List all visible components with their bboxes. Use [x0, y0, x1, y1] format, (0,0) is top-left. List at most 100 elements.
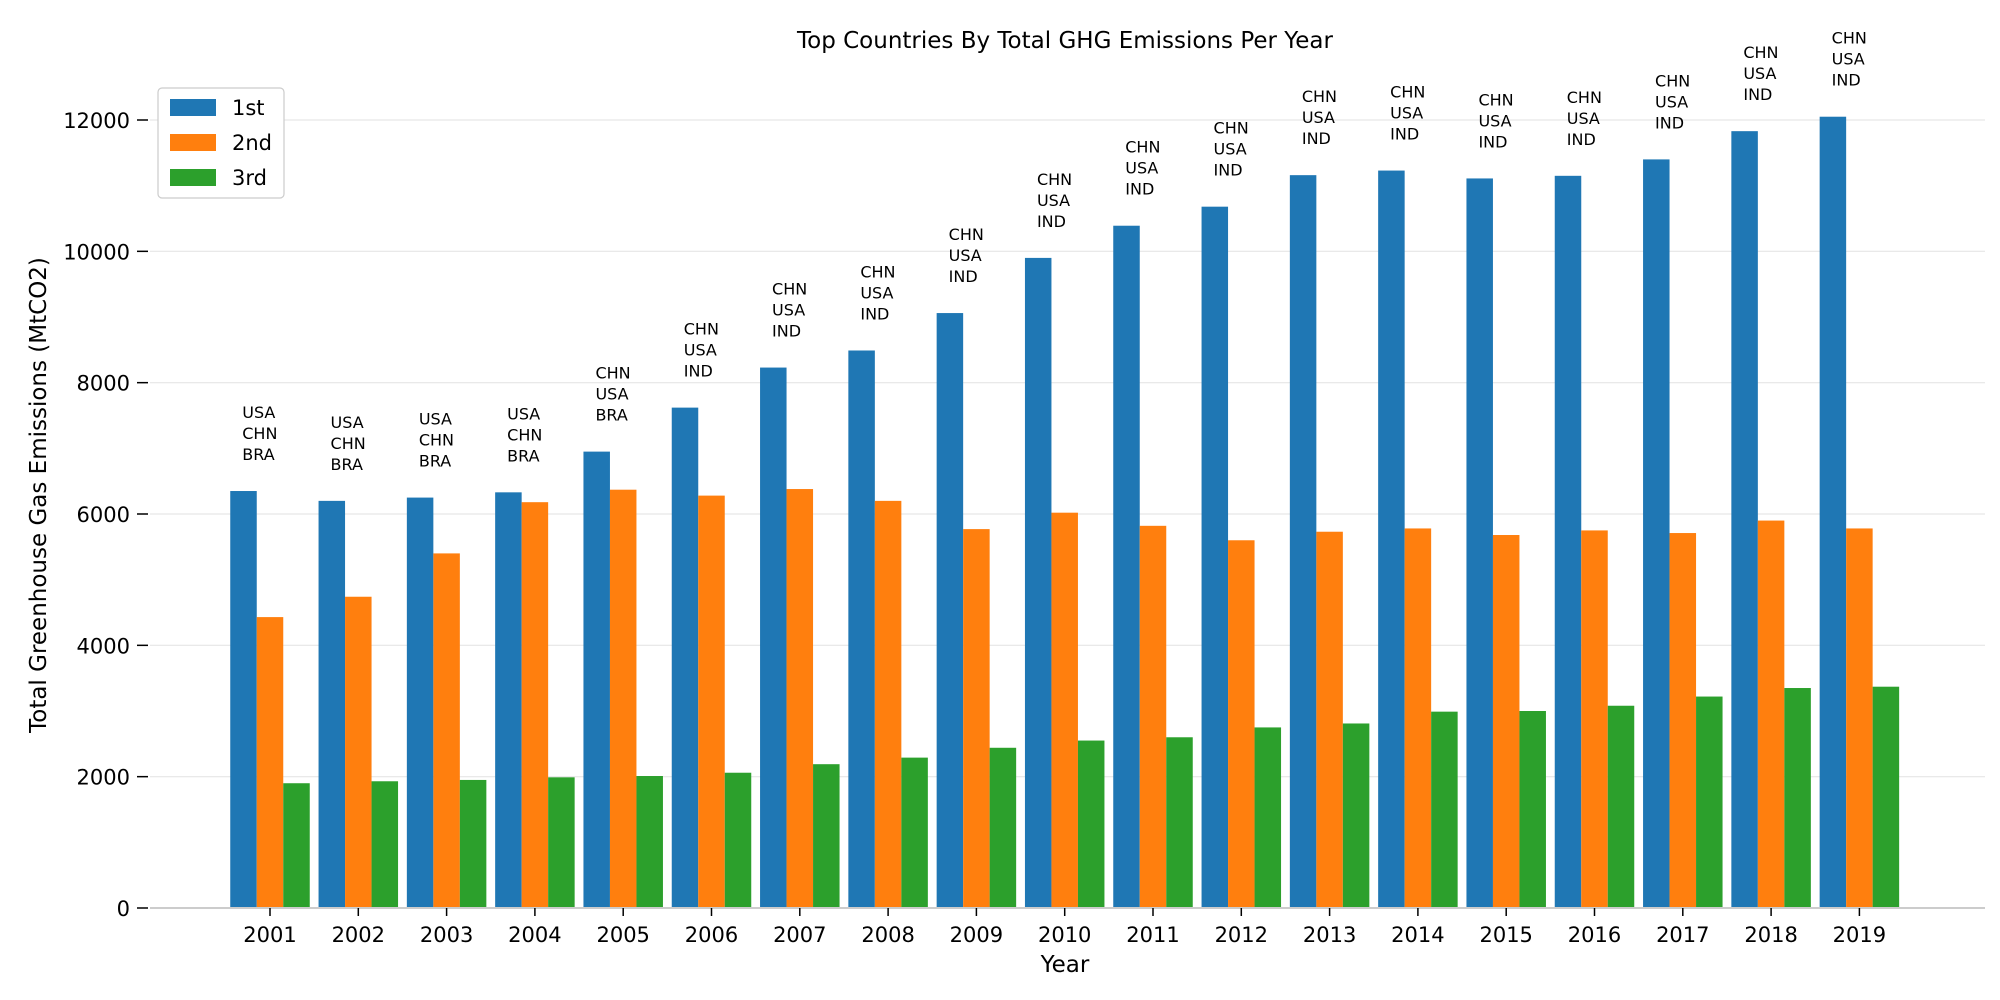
bar-2nd-2005 [609, 489, 637, 908]
bar-3rd-2019 [1872, 686, 1900, 908]
bar-3rd-2006 [724, 772, 752, 908]
bar-3rd-2016 [1607, 705, 1635, 908]
bar-3rd-2004 [548, 777, 575, 908]
bar-1st-2003 [406, 497, 434, 908]
bars [230, 116, 1900, 909]
annotation-2008-USA: USA [860, 283, 893, 302]
y-tick-label: 12000 [63, 109, 130, 133]
annotation-2016-CHN: CHN [1567, 88, 1602, 107]
annotation-2004-BRA: BRA [507, 446, 539, 465]
annotation-2017-USA: USA [1655, 92, 1688, 111]
annotation-2019-CHN: CHN [1832, 29, 1867, 48]
annotation-2012-IND: IND [1214, 161, 1243, 180]
annotation-2008-CHN: CHN [860, 262, 895, 281]
legend-label-1st: 1st [232, 96, 265, 120]
bar-3rd-2018 [1784, 688, 1811, 908]
x-tick-label: 2009 [950, 923, 1003, 947]
annotation-2010-CHN: CHN [1037, 170, 1072, 189]
x-tick-label: 2001 [243, 923, 296, 947]
annotation-2015-IND: IND [1478, 132, 1507, 151]
bar-3rd-2011 [1166, 737, 1193, 908]
bar-1st-2007 [760, 367, 787, 908]
bar-2nd-2015 [1492, 535, 1520, 908]
annotation-2010-IND: IND [1037, 212, 1066, 231]
annotation-2006-IND: IND [684, 362, 713, 381]
annotation-2009-CHN: CHN [949, 225, 984, 244]
bar-2nd-2017 [1669, 533, 1697, 908]
axes: 0 2000 4000 6000 8000 10000 12000 2001 2002 2003 2… [63, 109, 1985, 947]
bar-1st-2009 [936, 313, 964, 908]
bar-1st-2011 [1113, 225, 1140, 908]
bar-1st-2016 [1554, 175, 1582, 909]
bar-1st-2006 [671, 407, 699, 908]
annotation-2019-USA: USA [1832, 50, 1865, 69]
bar-1st-2010 [1024, 257, 1052, 908]
bar-2nd-2018 [1757, 520, 1785, 908]
annotation-2019-IND: IND [1832, 71, 1861, 90]
bar-3rd-2014 [1431, 711, 1458, 908]
annotation-2008-IND: IND [860, 304, 889, 323]
annotation-2009-IND: IND [949, 267, 978, 286]
annotation-2002-USA: USA [331, 413, 364, 432]
x-tick-label: 2012 [1215, 923, 1268, 947]
y-tick-label: 8000 [77, 372, 130, 396]
annotation-2013-USA: USA [1302, 108, 1335, 127]
x-tick-label: 2017 [1656, 923, 1709, 947]
annotation-2004-USA: USA [507, 404, 540, 423]
annotation-2001-BRA: BRA [242, 445, 274, 464]
legend: 1st 2nd 3rd [157, 87, 285, 199]
annotation-2016-USA: USA [1567, 109, 1600, 128]
annotation-2017-IND: IND [1655, 113, 1684, 132]
bar-2nd-2013 [1316, 531, 1343, 908]
bar-2nd-2010 [1051, 512, 1078, 908]
bar-3rd-2012 [1254, 727, 1282, 908]
x-tick-label: 2008 [861, 923, 914, 947]
bar-1st-2004 [495, 492, 522, 908]
legend-label-3rd: 3rd [232, 166, 267, 190]
bar-2nd-2016 [1581, 530, 1608, 908]
bar-1st-2014 [1378, 170, 1405, 908]
bar-2nd-2001 [256, 617, 284, 908]
bar-3rd-2001 [283, 783, 310, 908]
bar-2nd-2009 [963, 529, 990, 908]
bar-2nd-2008 [874, 500, 902, 908]
annotation-2018-USA: USA [1743, 64, 1776, 83]
x-tick-label: 2016 [1568, 923, 1621, 947]
legend-swatch-1st [170, 99, 216, 116]
annotation-2014-IND: IND [1390, 125, 1419, 144]
annotation-2009-USA: USA [949, 246, 982, 265]
annotation-2004-CHN: CHN [507, 425, 542, 444]
bar-1st-2002 [318, 500, 346, 908]
x-tick-label: 2007 [773, 923, 826, 947]
bar-1st-2008 [848, 350, 875, 908]
chart-title: Top Countries By Total GHG Emissions Per… [796, 28, 1334, 54]
annotation-2007-IND: IND [772, 322, 801, 341]
bar-3rd-2015 [1519, 711, 1546, 908]
annotation-2007-USA: USA [772, 301, 805, 320]
bar-2nd-2012 [1228, 540, 1255, 908]
legend-label-2nd: 2nd [232, 131, 272, 155]
bar-annotations: USA CHN BRA USA CHN BRA USA CHN BRA USA CHN BRA CHN U… [242, 29, 1867, 474]
y-tick-label: 6000 [77, 503, 130, 527]
annotation-2014-CHN: CHN [1390, 83, 1425, 102]
annotation-2001-USA: USA [242, 403, 275, 422]
annotation-2015-CHN: CHN [1478, 90, 1513, 109]
y-tick-label: 0 [117, 897, 130, 921]
x-tick-label: 2006 [685, 923, 738, 947]
x-tick-label: 2005 [596, 923, 649, 947]
bar-3rd-2013 [1342, 723, 1370, 908]
bar-2nd-2002 [345, 596, 372, 908]
bar-3rd-2017 [1696, 696, 1723, 908]
bar-2nd-2014 [1404, 528, 1432, 908]
bar-2nd-2011 [1139, 525, 1167, 908]
annotation-2016-IND: IND [1567, 130, 1596, 149]
annotation-2015-USA: USA [1478, 111, 1511, 130]
annotation-2018-IND: IND [1743, 85, 1772, 104]
legend-swatch-3rd [170, 169, 216, 186]
bar-3rd-2007 [813, 764, 840, 908]
bar-2nd-2004 [521, 502, 549, 908]
annotation-2003-CHN: CHN [419, 431, 454, 450]
bar-1st-2012 [1201, 206, 1229, 908]
annotation-2013-CHN: CHN [1302, 87, 1337, 106]
